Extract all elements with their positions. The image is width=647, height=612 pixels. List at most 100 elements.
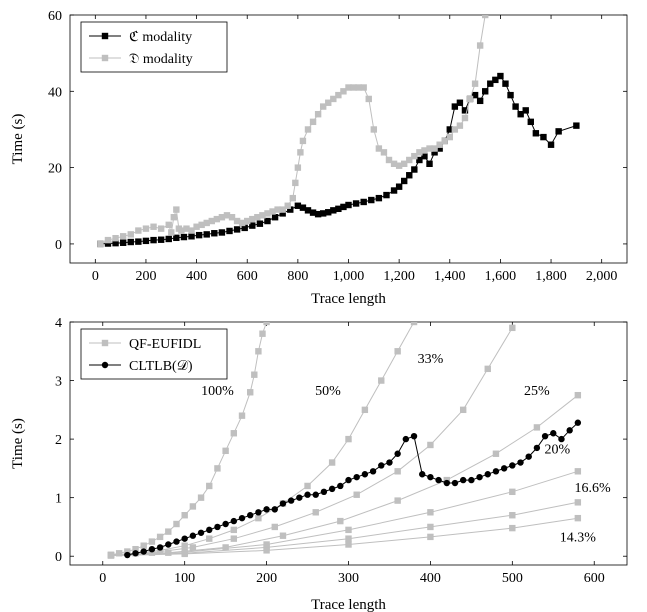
data-point xyxy=(148,549,156,556)
data-point xyxy=(188,227,195,234)
data-point xyxy=(394,450,401,457)
data-point xyxy=(165,235,172,243)
x-tick-label: 100 xyxy=(174,571,195,586)
data-point xyxy=(304,482,311,490)
data-point xyxy=(263,547,270,554)
data-point xyxy=(269,208,276,215)
data-point xyxy=(426,160,433,167)
data-point xyxy=(461,107,469,114)
data-point xyxy=(345,84,352,91)
data-point xyxy=(461,114,469,122)
legend-marker xyxy=(101,361,109,369)
data-point xyxy=(264,210,271,217)
data-point xyxy=(427,441,434,449)
data-point xyxy=(165,541,172,548)
data-point xyxy=(132,550,139,557)
data-point xyxy=(127,238,134,246)
data-point xyxy=(451,479,459,487)
data-point xyxy=(421,152,428,160)
data-point xyxy=(297,149,304,156)
x-tick-label: 0 xyxy=(92,269,99,284)
data-point xyxy=(312,509,319,516)
data-point xyxy=(558,435,565,443)
data-point xyxy=(238,412,246,419)
data-point xyxy=(402,435,410,443)
data-point xyxy=(340,203,347,211)
data-point xyxy=(197,494,205,501)
legend-label: ℭ modality xyxy=(129,30,192,45)
data-point xyxy=(181,535,188,542)
data-point xyxy=(259,330,266,337)
legend-label: CLTLB(𝒟) xyxy=(129,359,193,374)
x-tick-label: 1,000 xyxy=(333,269,365,284)
data-point xyxy=(337,517,344,525)
y-axis-label: Time (s) xyxy=(10,418,26,469)
y-tick-label: 0 xyxy=(55,238,62,253)
data-point xyxy=(360,198,367,206)
data-point xyxy=(189,544,197,551)
data-point xyxy=(459,406,467,414)
data-point xyxy=(527,118,534,126)
data-point xyxy=(178,227,185,234)
data-point xyxy=(476,473,483,481)
data-point xyxy=(533,424,541,431)
data-point xyxy=(218,229,226,236)
data-point xyxy=(173,234,180,242)
data-point xyxy=(427,473,434,481)
data-point xyxy=(249,222,256,229)
data-point xyxy=(509,512,516,519)
legend-label: 𝔇 modality xyxy=(129,52,193,67)
data-point xyxy=(157,236,165,243)
data-point xyxy=(411,152,418,160)
data-point xyxy=(180,233,188,241)
data-point xyxy=(195,231,203,239)
data-point xyxy=(345,526,352,534)
data-point xyxy=(353,473,360,481)
x-tick-label: 400 xyxy=(186,269,207,284)
data-point xyxy=(456,122,464,129)
data-point xyxy=(541,432,549,440)
data-point xyxy=(443,479,450,487)
y-tick-label: 0 xyxy=(55,550,62,565)
data-point xyxy=(319,210,327,217)
data-point xyxy=(451,126,459,133)
data-point xyxy=(436,141,443,148)
data-point xyxy=(574,468,582,475)
series-line xyxy=(110,394,579,556)
data-point xyxy=(421,147,428,154)
data-point xyxy=(517,459,524,466)
data-point xyxy=(206,535,213,542)
data-point xyxy=(345,541,352,548)
data-point xyxy=(406,156,413,164)
data-point xyxy=(361,406,369,414)
data-point xyxy=(319,103,327,110)
x-tick-label: 1,200 xyxy=(383,269,415,284)
data-point xyxy=(340,88,347,95)
data-point xyxy=(335,91,342,99)
data-point xyxy=(241,224,248,232)
legend-box xyxy=(80,21,228,73)
data-point xyxy=(352,200,360,207)
data-point xyxy=(406,172,413,179)
data-point xyxy=(238,219,246,227)
data-point xyxy=(157,225,165,232)
data-point xyxy=(401,160,408,167)
data-point xyxy=(555,128,562,135)
data-point xyxy=(482,15,489,19)
data-point xyxy=(255,348,262,355)
data-point xyxy=(368,196,375,204)
data-point xyxy=(142,237,150,245)
data-point xyxy=(509,324,516,332)
data-point xyxy=(150,236,157,244)
x-tick-label: 200 xyxy=(256,571,277,586)
data-point xyxy=(173,538,180,545)
data-point xyxy=(304,126,312,133)
data-point xyxy=(104,240,112,247)
curve-label: 14.3% xyxy=(560,531,597,546)
data-point xyxy=(156,533,164,541)
data-point xyxy=(206,482,213,490)
data-point xyxy=(271,214,279,221)
curve-label: 25% xyxy=(524,384,550,399)
data-point xyxy=(574,514,582,522)
